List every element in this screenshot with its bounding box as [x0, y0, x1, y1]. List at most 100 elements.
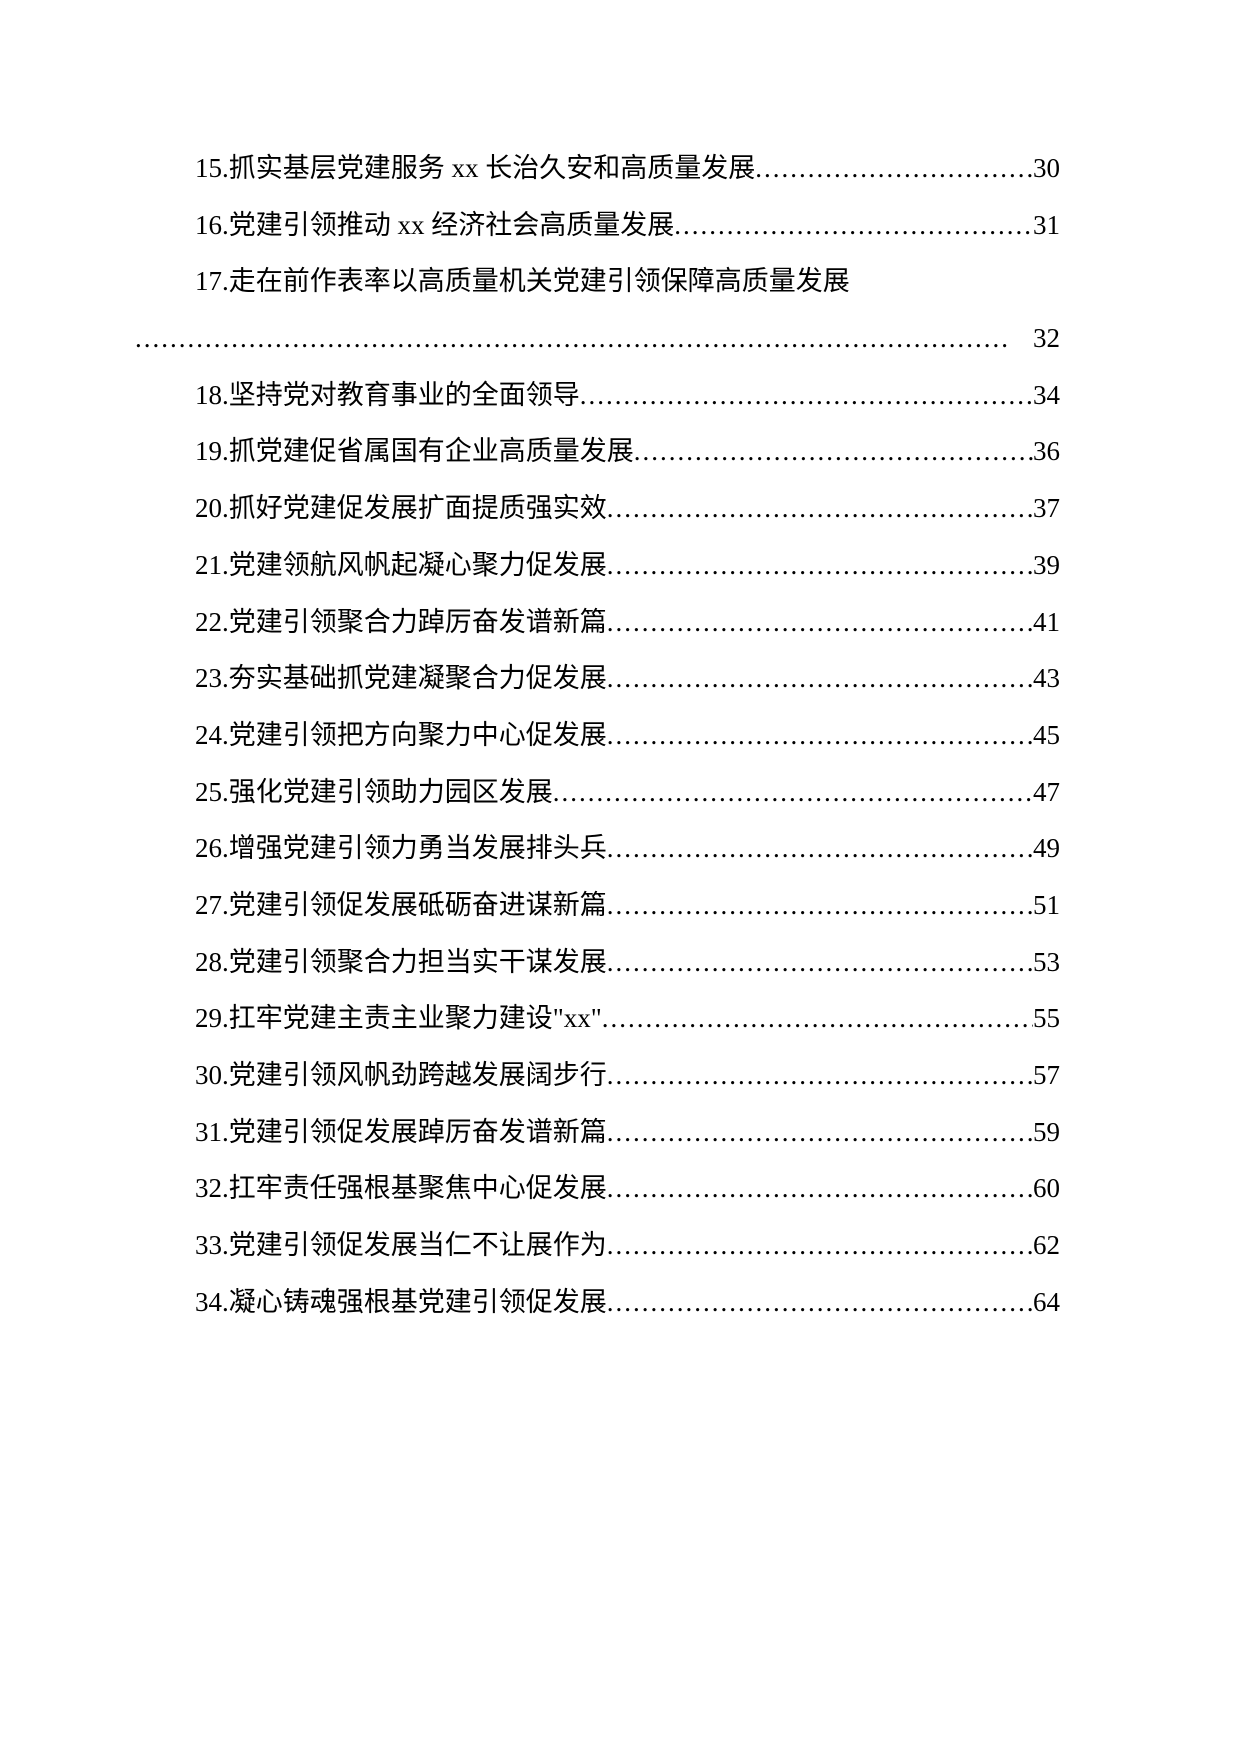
entry-dots [607, 594, 1033, 651]
entry-title: 扛牢党建主责主业聚力建设"xx" [229, 990, 602, 1047]
entry-title: 抓好党建促发展扩面提质强实效 [229, 480, 607, 537]
entry-dots [607, 1160, 1033, 1217]
entry-dots [674, 197, 1033, 254]
toc-entry: 23.夯实基础抓党建凝聚合力促发展 43 [135, 650, 1060, 707]
toc-entry: 29.扛牢党建主责主业聚力建设"xx" 55 [135, 990, 1060, 1047]
entry-title: 党建引领促发展砥砺奋进谋新篇 [229, 877, 607, 934]
entry-title: 坚持党对教育事业的全面领导 [229, 367, 580, 424]
toc-entry: 31.党建引领促发展踔厉奋发谱新篇 59 [135, 1104, 1060, 1161]
entry-page: 49 [1033, 820, 1060, 877]
entry-title: 抓党建促省属国有企业高质量发展 [229, 423, 634, 480]
entry-number: 22. [195, 594, 229, 651]
toc-entry: 19.抓党建促省属国有企业高质量发展 36 [135, 423, 1060, 480]
entry-title: 扛牢责任强根基聚焦中心促发展 [229, 1160, 607, 1217]
entry-number: 18. [195, 367, 229, 424]
entry-dots [553, 764, 1033, 821]
entry-page: 55 [1033, 990, 1060, 1047]
toc-entry: 20.抓好党建促发展扩面提质强实效 37 [135, 480, 1060, 537]
entry-number: 19. [195, 423, 229, 480]
toc-entry: 32.扛牢责任强根基聚焦中心促发展 60 [135, 1160, 1060, 1217]
entry-dots [634, 423, 1033, 480]
entry-number: 20. [195, 480, 229, 537]
entry-page: 51 [1033, 877, 1060, 934]
entry-number: 27. [195, 877, 229, 934]
entry-page: 37 [1033, 480, 1060, 537]
entry-page: 30 [1033, 140, 1060, 197]
entry-page: 43 [1033, 650, 1060, 707]
entry-page: 47 [1033, 764, 1060, 821]
entry-title: 党建引领促发展当仁不让展作为 [229, 1217, 607, 1274]
entry-page: 31 [1033, 197, 1060, 254]
toc-entry: 15.抓实基层党建服务 xx 长治久安和高质量发展30 [135, 140, 1060, 197]
toc-entry-line2: 32 [135, 310, 1060, 367]
entry-number: 33. [195, 1217, 229, 1274]
entry-page: 34 [1033, 367, 1060, 424]
entry-dots [607, 1217, 1033, 1274]
entry-page: 41 [1033, 594, 1060, 651]
entry-dots [607, 707, 1033, 764]
entry-page: 64 [1033, 1274, 1060, 1331]
toc-entry: 16.党建引领推动 xx 经济社会高质量发展 31 [135, 197, 1060, 254]
toc-entry: 18.坚持党对教育事业的全面领导 34 [135, 367, 1060, 424]
entry-dots [607, 650, 1033, 707]
entry-title: 强化党建引领助力园区发展 [229, 764, 553, 821]
entry-number: 29. [195, 990, 229, 1047]
toc-entry: 26.增强党建引领力勇当发展排头兵 49 [135, 820, 1060, 877]
entry-dots [607, 877, 1033, 934]
toc-entry: 28.党建引领聚合力担当实干谋发展 53 [135, 934, 1060, 991]
entry-number: 26. [195, 820, 229, 877]
entry-number: 25. [195, 764, 229, 821]
entry-page: 57 [1033, 1047, 1060, 1104]
toc-entry: 21.党建领航风帆起凝心聚力促发展 39 [135, 537, 1060, 594]
entry-number: 21. [195, 537, 229, 594]
entry-page: 36 [1033, 423, 1060, 480]
toc-entry: 22.党建引领聚合力踔厉奋发谱新篇 41 [135, 594, 1060, 651]
entry-title: 党建引领风帆劲跨越发展阔步行 [229, 1047, 607, 1104]
entry-dots [135, 310, 1033, 367]
entry-page: 39 [1033, 537, 1060, 594]
entry-title: 党建领航风帆起凝心聚力促发展 [229, 537, 607, 594]
entry-dots [607, 537, 1033, 594]
entry-dots [755, 140, 1033, 197]
entry-dots [607, 480, 1033, 537]
entry-number: 24. [195, 707, 229, 764]
entry-number: 31. [195, 1104, 229, 1161]
entry-title: 党建引领促发展踔厉奋发谱新篇 [229, 1104, 607, 1161]
entry-number: 23. [195, 650, 229, 707]
toc-entry: 27.党建引领促发展砥砺奋进谋新篇 51 [135, 877, 1060, 934]
toc-entry: 25.强化党建引领助力园区发展 47 [135, 764, 1060, 821]
entry-dots [607, 820, 1033, 877]
toc-entry: 33.党建引领促发展当仁不让展作为 62 [135, 1217, 1060, 1274]
table-of-contents: 15.抓实基层党建服务 xx 长治久安和高质量发展3016.党建引领推动 xx … [135, 140, 1060, 1330]
entry-title: 抓实基层党建服务 xx 长治久安和高质量发展 [229, 140, 756, 197]
toc-entry: 24.党建引领把方向聚力中心促发展45 [135, 707, 1060, 764]
entry-title: 走在前作表率以高质量机关党建引领保障高质量发展 [229, 253, 850, 310]
entry-dots [607, 934, 1033, 991]
entry-page: 62 [1033, 1217, 1060, 1274]
entry-title: 夯实基础抓党建凝聚合力促发展 [229, 650, 607, 707]
entry-title: 党建引领聚合力踔厉奋发谱新篇 [229, 594, 607, 651]
entry-dots [602, 990, 1033, 1047]
entry-number: 34. [195, 1274, 229, 1331]
entry-number: 32. [195, 1160, 229, 1217]
entry-page: 59 [1033, 1104, 1060, 1161]
entry-title: 党建引领聚合力担当实干谋发展 [229, 934, 607, 991]
entry-title: 凝心铸魂强根基党建引领促发展 [229, 1274, 607, 1331]
entry-page: 32 [1033, 310, 1060, 367]
entry-number: 30. [195, 1047, 229, 1104]
entry-number: 16. [195, 197, 229, 254]
entry-title: 增强党建引领力勇当发展排头兵 [229, 820, 607, 877]
toc-entry-line1: 17.走在前作表率以高质量机关党建引领保障高质量发展 [135, 253, 1060, 310]
entry-number: 28. [195, 934, 229, 991]
entry-dots [607, 1047, 1033, 1104]
entry-dots [580, 367, 1033, 424]
entry-title: 党建引领推动 xx 经济社会高质量发展 [229, 197, 675, 254]
toc-entry: 34.凝心铸魂强根基党建引领促发展 64 [135, 1274, 1060, 1331]
entry-dots [607, 1274, 1033, 1331]
entry-page: 53 [1033, 934, 1060, 991]
entry-number: 17. [195, 253, 229, 310]
toc-entry: 30.党建引领风帆劲跨越发展阔步行 57 [135, 1047, 1060, 1104]
entry-title: 党建引领把方向聚力中心促发展 [229, 707, 607, 764]
entry-page: 60 [1033, 1160, 1060, 1217]
entry-dots [607, 1104, 1033, 1161]
